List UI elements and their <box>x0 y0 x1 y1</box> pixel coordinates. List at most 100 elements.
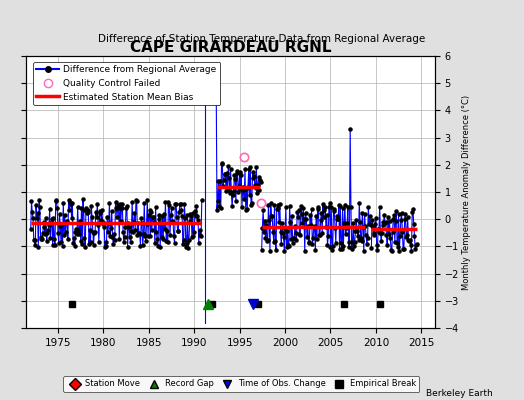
Point <box>121 234 129 240</box>
Point <box>198 197 206 203</box>
Point <box>265 217 274 224</box>
Point <box>272 205 281 212</box>
Point <box>128 198 136 205</box>
Point <box>178 213 187 220</box>
Point <box>242 186 250 192</box>
Point <box>185 237 193 243</box>
Point <box>170 240 179 246</box>
Point <box>259 207 267 214</box>
Point <box>369 232 378 238</box>
Point <box>45 222 53 229</box>
Point <box>383 242 391 248</box>
Point <box>301 248 309 254</box>
Point <box>62 219 71 226</box>
Point <box>344 244 353 250</box>
Point <box>70 235 78 241</box>
Point <box>163 228 171 234</box>
Point <box>353 228 361 234</box>
Point <box>221 170 229 177</box>
Point <box>270 202 279 208</box>
Point <box>122 204 130 211</box>
Point <box>188 234 196 240</box>
Point <box>144 233 152 239</box>
Point <box>366 213 374 219</box>
Point <box>304 239 313 246</box>
Point <box>180 200 189 207</box>
Point <box>405 238 413 244</box>
Point <box>134 220 143 227</box>
Point <box>151 240 159 246</box>
Point <box>233 169 242 176</box>
Point <box>254 182 262 188</box>
Point <box>57 238 65 245</box>
Point <box>196 232 204 238</box>
Point <box>143 196 151 203</box>
Point <box>27 226 35 233</box>
Point <box>223 187 232 194</box>
Point <box>306 212 314 218</box>
Point <box>143 220 151 227</box>
Point <box>373 242 381 248</box>
Point <box>308 206 316 212</box>
Point <box>340 220 348 226</box>
Point <box>61 212 69 218</box>
Point <box>119 239 128 246</box>
Point <box>54 240 63 246</box>
Point <box>296 232 304 239</box>
Point <box>298 211 306 217</box>
Point <box>28 209 37 215</box>
Point <box>220 177 228 183</box>
Point <box>189 233 198 239</box>
Point <box>187 213 195 219</box>
Point <box>337 246 346 252</box>
Point <box>369 224 377 230</box>
Point <box>324 233 332 239</box>
Point <box>79 196 87 203</box>
Point <box>333 213 342 220</box>
Point <box>411 246 419 253</box>
Point <box>129 229 137 235</box>
Point <box>400 216 409 222</box>
Point <box>138 242 147 248</box>
Point <box>132 197 140 203</box>
Point <box>407 248 416 254</box>
Point <box>39 230 47 236</box>
Point <box>409 206 417 213</box>
Point <box>407 242 415 248</box>
Point <box>246 164 255 170</box>
Point <box>213 206 221 213</box>
Point <box>320 214 328 220</box>
Point <box>227 189 236 196</box>
Point <box>61 229 70 236</box>
Point <box>350 243 358 250</box>
Point <box>175 209 183 216</box>
Point <box>92 209 100 215</box>
Point <box>395 210 403 217</box>
Point <box>34 244 42 250</box>
Point <box>72 226 80 232</box>
Point <box>339 205 347 212</box>
Point <box>252 164 260 170</box>
Point <box>133 232 141 239</box>
Point <box>46 206 54 212</box>
Point <box>373 247 381 253</box>
Point <box>43 230 51 237</box>
Point <box>31 242 39 248</box>
Point <box>125 224 133 230</box>
Point <box>186 211 194 217</box>
Point <box>248 169 257 176</box>
Point <box>150 218 158 225</box>
Point <box>197 233 205 239</box>
Point <box>284 242 292 249</box>
Point <box>136 231 144 237</box>
Point <box>116 201 124 207</box>
Point <box>161 199 170 205</box>
Point <box>364 235 372 241</box>
Point <box>66 198 74 205</box>
Point <box>177 206 185 213</box>
Point <box>127 228 136 234</box>
Point <box>252 185 260 191</box>
Point <box>351 228 359 235</box>
Point <box>291 223 299 230</box>
Point <box>392 207 400 214</box>
